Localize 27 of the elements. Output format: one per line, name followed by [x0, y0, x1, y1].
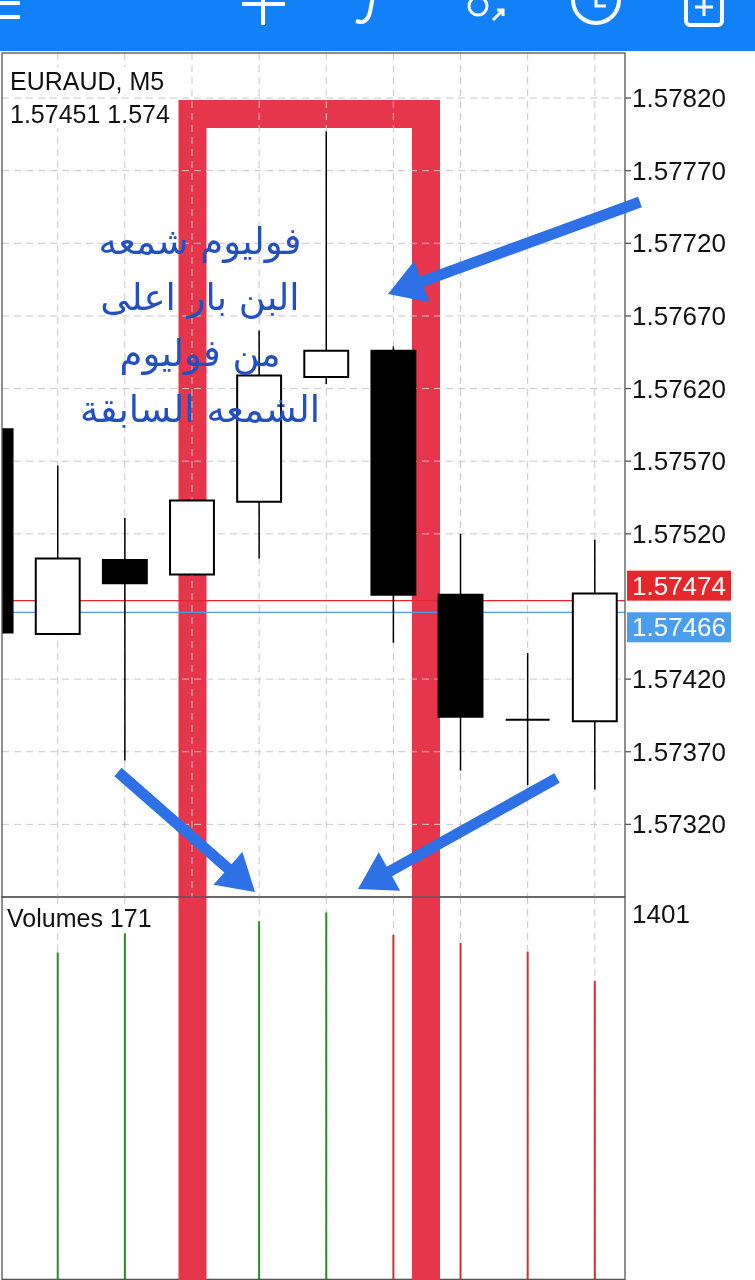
bar: [123, 933, 126, 1280]
chart-title: Volumes 171: [7, 904, 152, 932]
bar: [56, 952, 59, 1280]
y-tick-label: 1.57720: [632, 228, 726, 259]
text: EURAUD, M5: [10, 67, 165, 95]
y-tick-label: 1.57370: [632, 736, 726, 767]
bar: [593, 980, 596, 1280]
y-tick-label: 1.57770: [632, 155, 726, 186]
text: 1401: [632, 899, 690, 929]
candlestick: [101, 517, 148, 762]
candlestick: [504, 652, 551, 786]
bar: [459, 942, 462, 1280]
y-tick-label: 1.57820: [632, 83, 726, 114]
y-tick-label: 1.57670: [632, 300, 726, 331]
y-tick-label: 1.57320: [632, 809, 726, 840]
bar: [392, 934, 395, 1280]
candlestick: [303, 130, 350, 385]
ref-line-label: 1.57466: [632, 612, 726, 643]
bar: [258, 921, 261, 1280]
y-tick-label: 1.57570: [632, 446, 726, 477]
y-tick-label: 1.57620: [632, 373, 726, 404]
y-tick-label: 1.57520: [632, 518, 726, 549]
ref-line-label: 1.57474: [632, 570, 726, 601]
bar: [325, 912, 328, 1280]
text: 1.57451 1.574: [10, 100, 170, 128]
bar: [526, 951, 529, 1280]
y-tick-label: 1.57420: [632, 664, 726, 695]
